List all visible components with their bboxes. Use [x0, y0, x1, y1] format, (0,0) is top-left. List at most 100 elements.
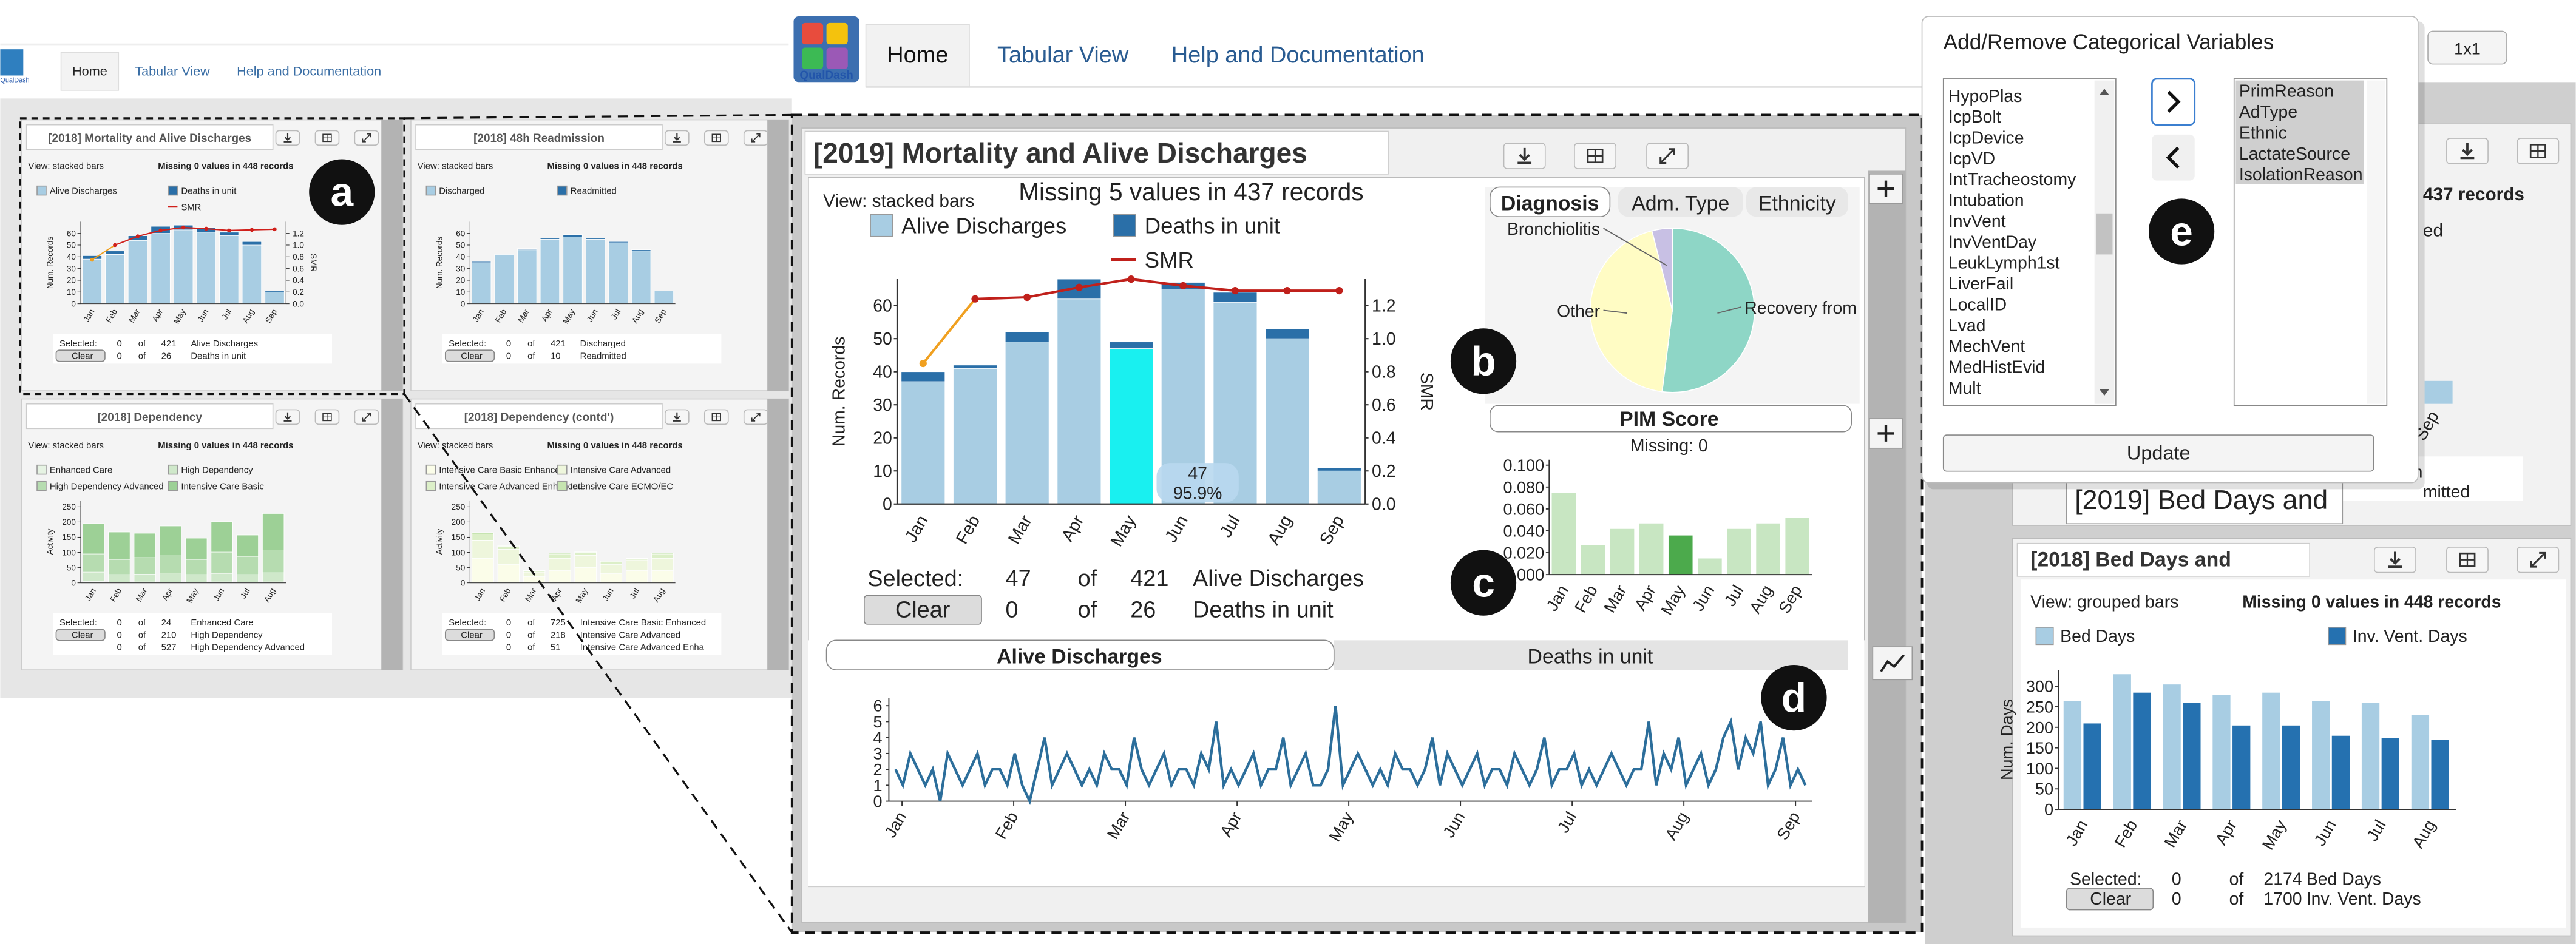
list-item[interactable]: IsolationReason — [2239, 165, 2363, 184]
bar-segment — [901, 381, 946, 505]
bar-segment — [1609, 528, 1635, 575]
timeline-tab-label[interactable]: Deaths in unit — [1528, 645, 1653, 668]
list-item[interactable]: IcpVD — [1948, 149, 1995, 169]
update-button[interactable] — [1942, 434, 2374, 472]
pie-slice — [1661, 228, 1755, 393]
panel-title: [2018] Dependency (contd') — [464, 411, 614, 424]
badge — [1450, 550, 1517, 616]
list-item[interactable]: LeukLymph1st — [1948, 254, 2060, 273]
pie-tab-label[interactable]: Ethnicity — [1758, 192, 1836, 215]
clear-label[interactable]: Clear — [461, 351, 483, 361]
bar-segment — [83, 553, 105, 573]
clear-button[interactable] — [55, 349, 106, 362]
legend-label: High Dependency Advanced — [50, 482, 164, 491]
bar-segment — [196, 232, 216, 305]
list-item[interactable]: InvVent — [1948, 212, 2006, 231]
nav-tab[interactable]: Tabular View — [997, 42, 1129, 68]
clear-button[interactable] — [55, 629, 106, 641]
list-item[interactable]: InvVentDay — [1948, 232, 2037, 252]
list-item[interactable]: Intubation — [1948, 191, 2024, 211]
bar — [2212, 694, 2231, 810]
clear-button[interactable] — [864, 595, 982, 625]
clear-button[interactable] — [2066, 888, 2154, 911]
legend-label: Readmitted — [571, 186, 617, 196]
bar — [2262, 692, 2281, 810]
bar-segment — [127, 240, 148, 305]
y2-tick-label: 0.0 — [1372, 495, 1396, 514]
selection-highlight — [2235, 80, 2364, 184]
bar — [2430, 739, 2450, 810]
pie-tab[interactable] — [1746, 187, 1848, 217]
list-item[interactable]: MechVent — [1948, 337, 2025, 356]
y-tick-label: 10 — [67, 288, 76, 297]
legend-label: Enhanced Care — [50, 465, 112, 475]
nav-tab[interactable]: Home — [887, 42, 948, 68]
panel-title-box — [25, 124, 274, 150]
move-right-button[interactable] — [2151, 78, 2196, 126]
bar-segment — [651, 558, 674, 571]
legend-label: Intensive Care ECMO/EC — [571, 482, 674, 491]
smr-point — [1075, 283, 1083, 291]
nav-tab[interactable]: Help and Documentation — [237, 63, 381, 78]
bar-segment — [574, 567, 597, 584]
bar-segment — [600, 564, 623, 575]
list-item[interactable]: AdType — [2239, 103, 2297, 122]
clear-button[interactable] — [444, 349, 495, 362]
y-tick-label: 200 — [62, 518, 76, 527]
list-item[interactable]: MedHistEvid — [1948, 358, 2045, 377]
nav-tab[interactable]: Home — [72, 63, 107, 78]
available-list — [1942, 78, 2117, 406]
bar-segment — [472, 558, 494, 584]
update-label[interactable]: Update — [2127, 442, 2191, 464]
bar-segment — [523, 570, 546, 571]
smr-point — [1335, 287, 1343, 295]
timeline-tab-label[interactable]: Alive Discharges — [997, 645, 1162, 668]
pie-tab[interactable] — [1490, 186, 1611, 218]
line-start-segment — [92, 244, 115, 261]
list-item[interactable]: Mult — [1948, 379, 1981, 398]
nav-tab[interactable]: Help and Documentation — [1171, 42, 1425, 68]
y2-tick-label: 1.0 — [293, 241, 304, 250]
logo-tile — [826, 47, 848, 69]
clear-label[interactable]: Clear — [72, 630, 93, 640]
nav-tab[interactable]: Tabular View — [135, 63, 210, 78]
list-item[interactable]: Ethnic — [2239, 123, 2287, 143]
total-count: 51 — [551, 643, 561, 653]
clear-label[interactable]: Clear — [461, 630, 483, 640]
chart-button[interactable] — [1872, 646, 1913, 681]
list-item[interactable]: Lvad — [1948, 316, 1986, 335]
list-item[interactable]: PrimReason — [2239, 82, 2334, 101]
tab-active[interactable] — [60, 52, 120, 91]
badge-letter: e — [2170, 209, 2193, 255]
y-axis-label: Num. Records — [829, 337, 849, 447]
clear-button[interactable] — [444, 629, 495, 641]
clear-label[interactable]: Clear — [72, 351, 93, 361]
timeline-tab-active[interactable] — [825, 639, 1335, 670]
layout-button[interactable] — [2427, 30, 2507, 65]
pie-tab[interactable] — [1618, 187, 1743, 217]
list-item[interactable]: IntTracheostomy — [1948, 170, 2076, 189]
y-tick-label: 60 — [456, 229, 465, 238]
list-item[interactable]: IcpBolt — [1948, 107, 2001, 127]
move-left-button[interactable] — [2152, 134, 2195, 181]
bar-segment — [472, 534, 494, 541]
pie-tab-label[interactable]: Diagnosis — [1501, 192, 1599, 215]
layout-label[interactable]: 1x1 — [2454, 39, 2481, 58]
selected-count: 0 — [506, 618, 511, 628]
variable-name: Bed Days — [2307, 870, 2381, 889]
list-item[interactable]: LocalID — [1948, 295, 2007, 314]
bar-segment — [159, 573, 182, 583]
panel-sidebar — [381, 399, 403, 670]
list-item[interactable]: LactateSource — [2239, 144, 2350, 164]
legend-swatch — [168, 464, 178, 475]
list-item[interactable]: HypoPlas — [1948, 87, 2022, 106]
of-label: of — [527, 339, 535, 349]
clear-label[interactable]: Clear — [895, 597, 951, 622]
clear-label[interactable]: Clear — [2090, 889, 2131, 909]
list-item[interactable]: IcpDevice — [1948, 129, 2024, 148]
list-item[interactable]: LiverFail — [1948, 274, 2013, 294]
timeline-tab[interactable] — [1334, 640, 1848, 670]
bar-segment — [626, 558, 648, 559]
pie-tab-label[interactable]: Adm. Type — [1632, 192, 1729, 215]
bar-segment — [262, 513, 285, 550]
